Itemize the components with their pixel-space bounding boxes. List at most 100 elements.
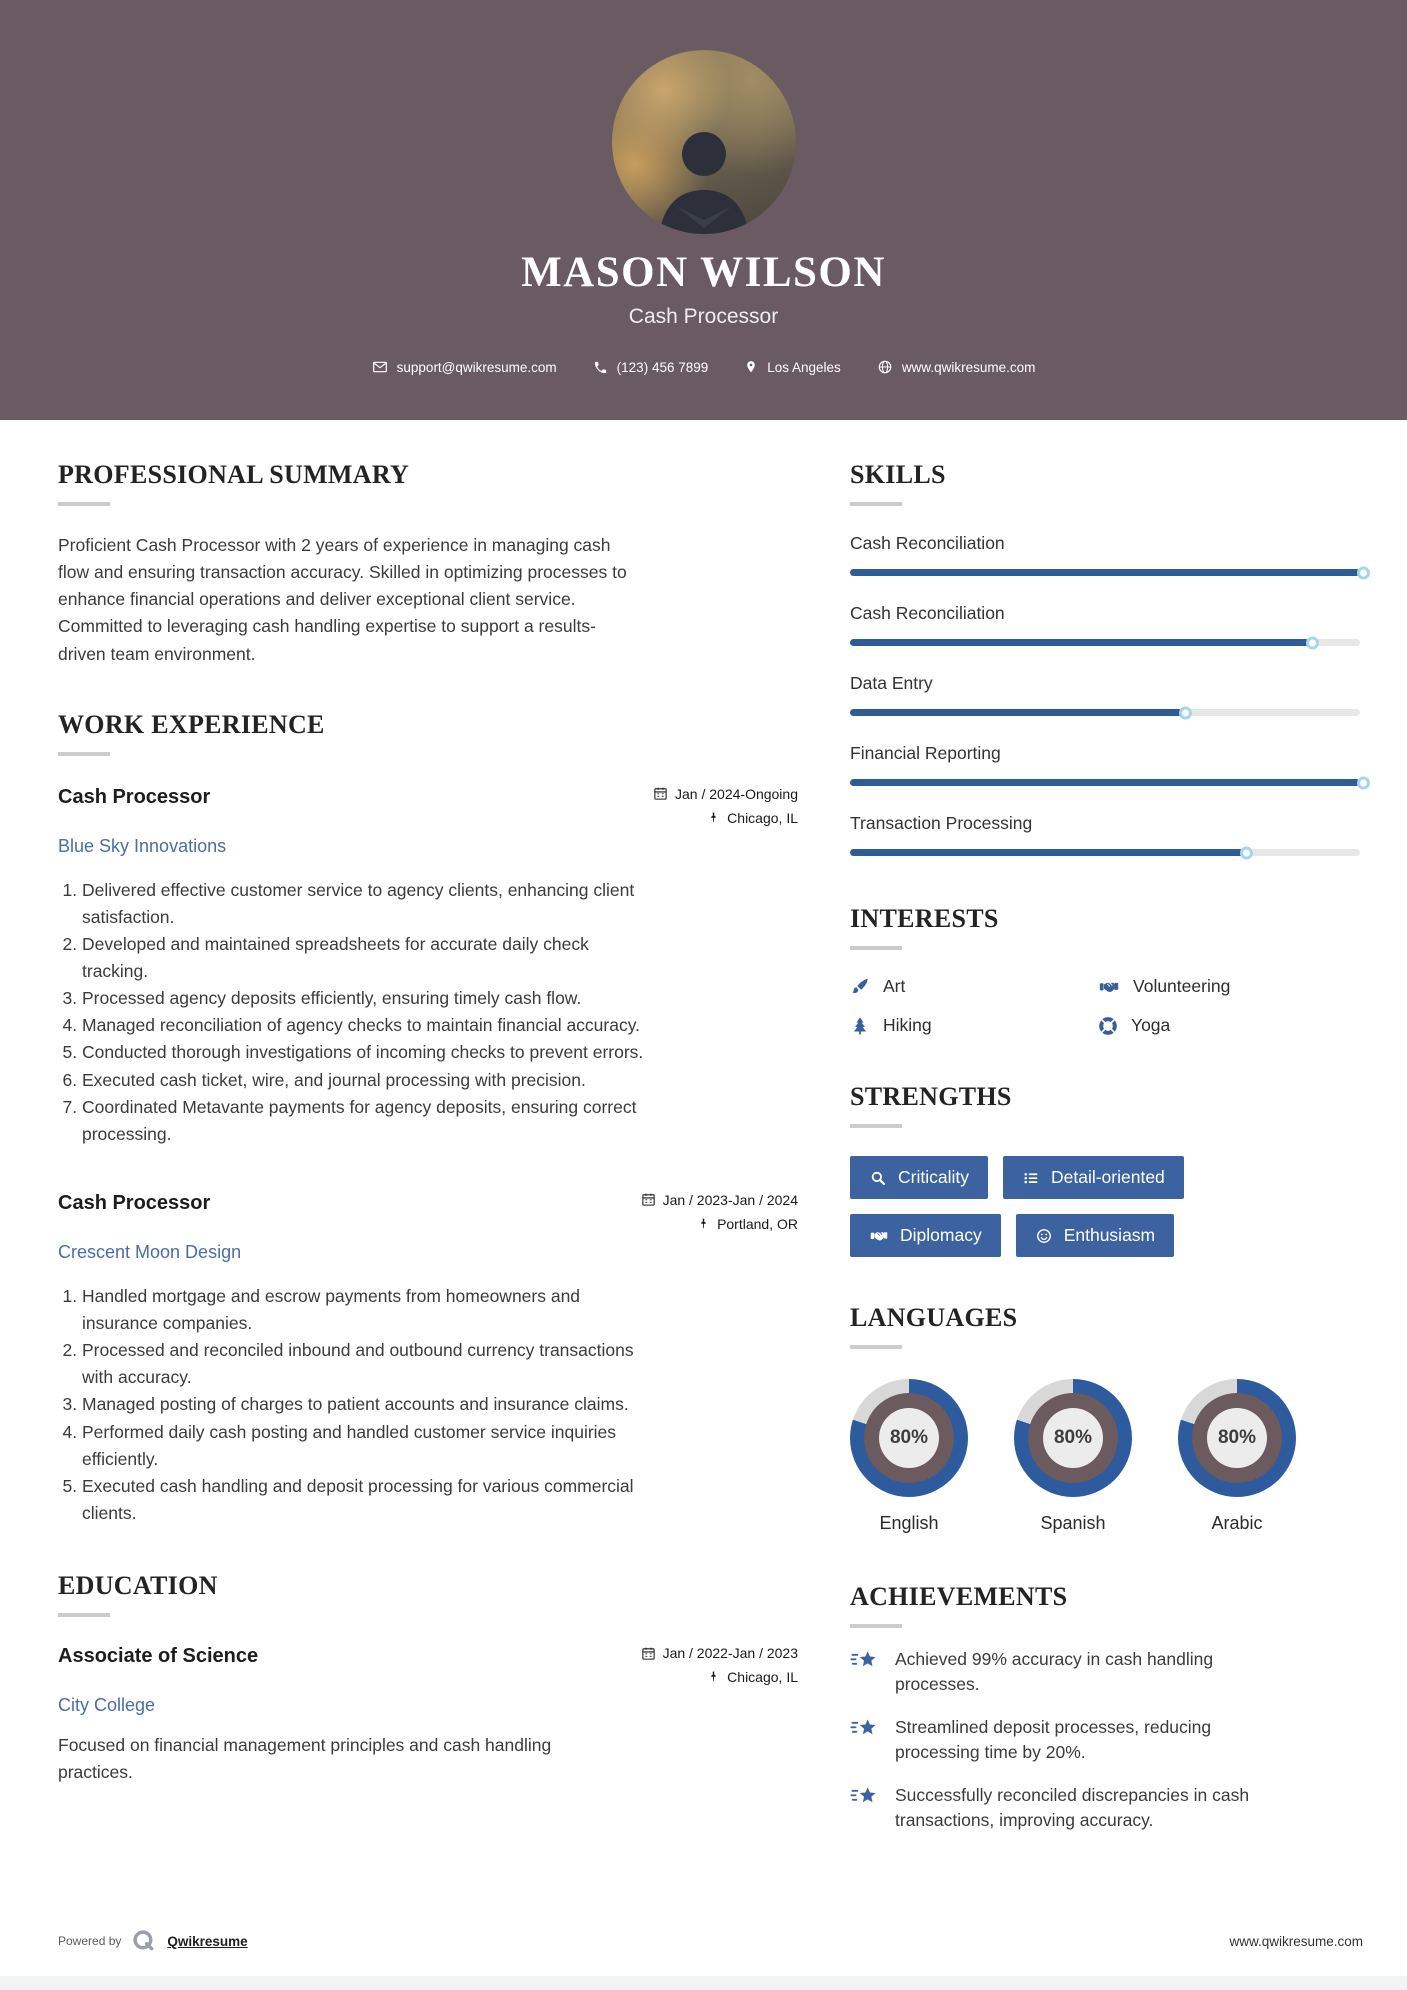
skill-slider-thumb[interactable] xyxy=(1178,706,1192,719)
achievement-text: Streamlined deposit processes, reducing … xyxy=(895,1717,1212,1762)
strength-label: Criticality xyxy=(898,1167,969,1187)
heading-underline xyxy=(850,946,902,950)
contact-location: Los Angeles xyxy=(744,359,841,375)
shooting-star-icon xyxy=(850,1651,876,1667)
email-text[interactable]: support@qwikresume.com xyxy=(396,359,557,375)
language-label: English xyxy=(879,1513,939,1533)
degree-title: Associate of Science xyxy=(58,1645,259,1667)
heading-underline xyxy=(58,1613,110,1617)
job-bullet: Managed reconciliation of agency checks … xyxy=(82,1012,650,1039)
job-bullet: Delivered effective customer service to … xyxy=(82,877,650,931)
shooting-star-icon xyxy=(850,1719,876,1735)
skill-label: Transaction Processing xyxy=(850,813,1033,833)
language-donut-chart: 80% xyxy=(1014,1379,1132,1497)
strength-badge-detail-oriented[interactable]: Detail-oriented xyxy=(1002,1156,1184,1199)
achievement-item: Successfully reconciled discrepancies in… xyxy=(850,1783,1360,1832)
skill-slider-thumb[interactable] xyxy=(1306,636,1319,649)
qwikresume-logo-icon xyxy=(133,1930,154,1951)
location-text: Los Angeles xyxy=(767,359,841,375)
strength-badge-enthusiasm[interactable]: Enthusiasm xyxy=(1015,1214,1175,1257)
phone-icon xyxy=(594,361,606,373)
language-item: 80% English xyxy=(850,1379,968,1534)
contact-phone: (123) 456 7899 xyxy=(593,359,709,375)
skill-slider-fill xyxy=(850,706,1192,719)
qwikresume-link[interactable]: Qwikresume xyxy=(167,1933,248,1949)
section-professional-summary: PROFESSIONAL SUMMARY Proficient Cash Pro… xyxy=(58,460,798,668)
skill-slider-thumb[interactable] xyxy=(1357,776,1370,789)
experience-heading: WORK EXPERIENCE xyxy=(58,709,325,739)
skill-slider-fill xyxy=(850,636,1319,649)
donut-percent-value: 80% xyxy=(1207,1408,1267,1468)
skills-heading: SKILLS xyxy=(850,460,946,489)
language-donut-chart: 80% xyxy=(850,1379,968,1497)
skill-label: Cash Reconciliation xyxy=(850,603,1005,623)
job-location: Portland, OR xyxy=(641,1216,798,1232)
calendar-icon xyxy=(641,1647,655,1660)
tree-icon xyxy=(853,1016,867,1034)
education-dates: Jan / 2022-Jan / 2023 xyxy=(641,1645,798,1661)
education-location-text: Chicago, IL xyxy=(727,1669,798,1685)
interest-label: Art xyxy=(883,976,906,996)
job-dates: Jan / 2024-Ongoing xyxy=(653,786,798,802)
education-entry: Associate of Science Jan / 2022-Jan / 20… xyxy=(58,1645,798,1786)
education-dates-text: Jan / 2022-Jan / 2023 xyxy=(662,1645,798,1661)
summary-text: Proficient Cash Processor with 2 years o… xyxy=(58,535,627,664)
skill-label: Cash Reconciliation xyxy=(850,533,1005,553)
lifebuoy-icon xyxy=(1099,1016,1117,1035)
skill-slider-thumb[interactable] xyxy=(1239,846,1253,859)
strength-label: Detail-oriented xyxy=(1050,1167,1165,1187)
section-skills: SKILLS Cash Reconciliation Cash Reconcil… xyxy=(850,460,1370,859)
language-label: Arabic xyxy=(1211,1513,1263,1533)
interests-heading: INTERESTS xyxy=(850,904,999,933)
magnifier-icon xyxy=(871,1171,886,1185)
strength-badge-criticality[interactable]: Criticality xyxy=(850,1156,988,1199)
skill-label: Data Entry xyxy=(850,673,933,693)
skill-slider-fill xyxy=(850,846,1253,859)
job-bullet-list: Delivered effective customer service to … xyxy=(58,877,650,1148)
achievement-item: Achieved 99% accuracy in cash handling p… xyxy=(850,1647,1360,1696)
profile-photo xyxy=(611,50,796,234)
resume-body: PROFESSIONAL SUMMARY Proficient Cash Pro… xyxy=(0,420,1407,1832)
shooting-star-icon xyxy=(850,1787,876,1803)
language-donut-chart: 80% xyxy=(1178,1379,1296,1497)
calendar-icon xyxy=(641,1193,655,1207)
candidate-title: Cash Processor xyxy=(628,305,779,328)
job-bullet: Developed and maintained spreadsheets fo… xyxy=(82,931,650,985)
job-bullet-list: Handled mortgage and escrow payments fro… xyxy=(58,1283,650,1527)
skill-slider-track xyxy=(850,566,1370,579)
school-name: City College xyxy=(58,1695,156,1715)
pushpin-icon xyxy=(701,1218,706,1229)
interest-label: Volunteering xyxy=(1133,976,1231,996)
footer-website[interactable]: www.qwikresume.com xyxy=(1229,1933,1363,1949)
map-pin-icon xyxy=(747,361,756,373)
section-work-experience: WORK EXPERIENCE Cash Processor Jan / 202 xyxy=(58,710,798,1527)
achievement-text: Successfully reconciled discrepancies in… xyxy=(895,1785,1250,1830)
skill-slider-thumb[interactable] xyxy=(1357,566,1370,579)
phone-text[interactable]: (123) 456 7899 xyxy=(616,359,709,375)
job-entry: Cash Processor Jan / 2023-Jan / 2024 xyxy=(58,1192,798,1527)
skill-slider-track xyxy=(850,706,1360,719)
interest-item: Art xyxy=(850,976,1098,997)
job-company: Blue Sky Innovations xyxy=(58,835,227,856)
handshake-icon xyxy=(1099,982,1119,992)
job-location: Chicago, IL xyxy=(653,810,798,826)
strengths-heading: STRENGTHS xyxy=(850,1082,1012,1111)
education-location: Chicago, IL xyxy=(641,1669,798,1685)
section-languages: LANGUAGES 80% English 8 xyxy=(850,1303,1360,1534)
paintbrush-icon xyxy=(852,978,868,993)
job-bullet: Handled mortgage and escrow payments fro… xyxy=(82,1283,650,1337)
strength-badge-diplomacy[interactable]: Diplomacy xyxy=(850,1214,1001,1257)
envelope-icon xyxy=(372,361,387,373)
job-entry: Cash Processor Jan / 2024-Ongoing xyxy=(58,786,798,1148)
skill-label: Financial Reporting xyxy=(850,743,1001,763)
contact-bar: support@qwikresume.com (123) 456 7899 Lo… xyxy=(372,359,1036,375)
skill-slider-fill xyxy=(850,776,1370,789)
section-strengths: STRENGTHS Criticality xyxy=(850,1082,1360,1257)
job-dates-text: Jan / 2024-Ongoing xyxy=(675,785,798,802)
language-item: 80% Spanish xyxy=(1014,1379,1132,1534)
contact-email: support@qwikresume.com xyxy=(372,359,557,375)
website-text[interactable]: www.qwikresume.com xyxy=(901,359,1036,375)
job-dates: Jan / 2023-Jan / 2024 xyxy=(641,1192,798,1208)
heading-underline xyxy=(850,1345,902,1349)
job-bullet: Managed posting of charges to patient ac… xyxy=(82,1391,650,1418)
